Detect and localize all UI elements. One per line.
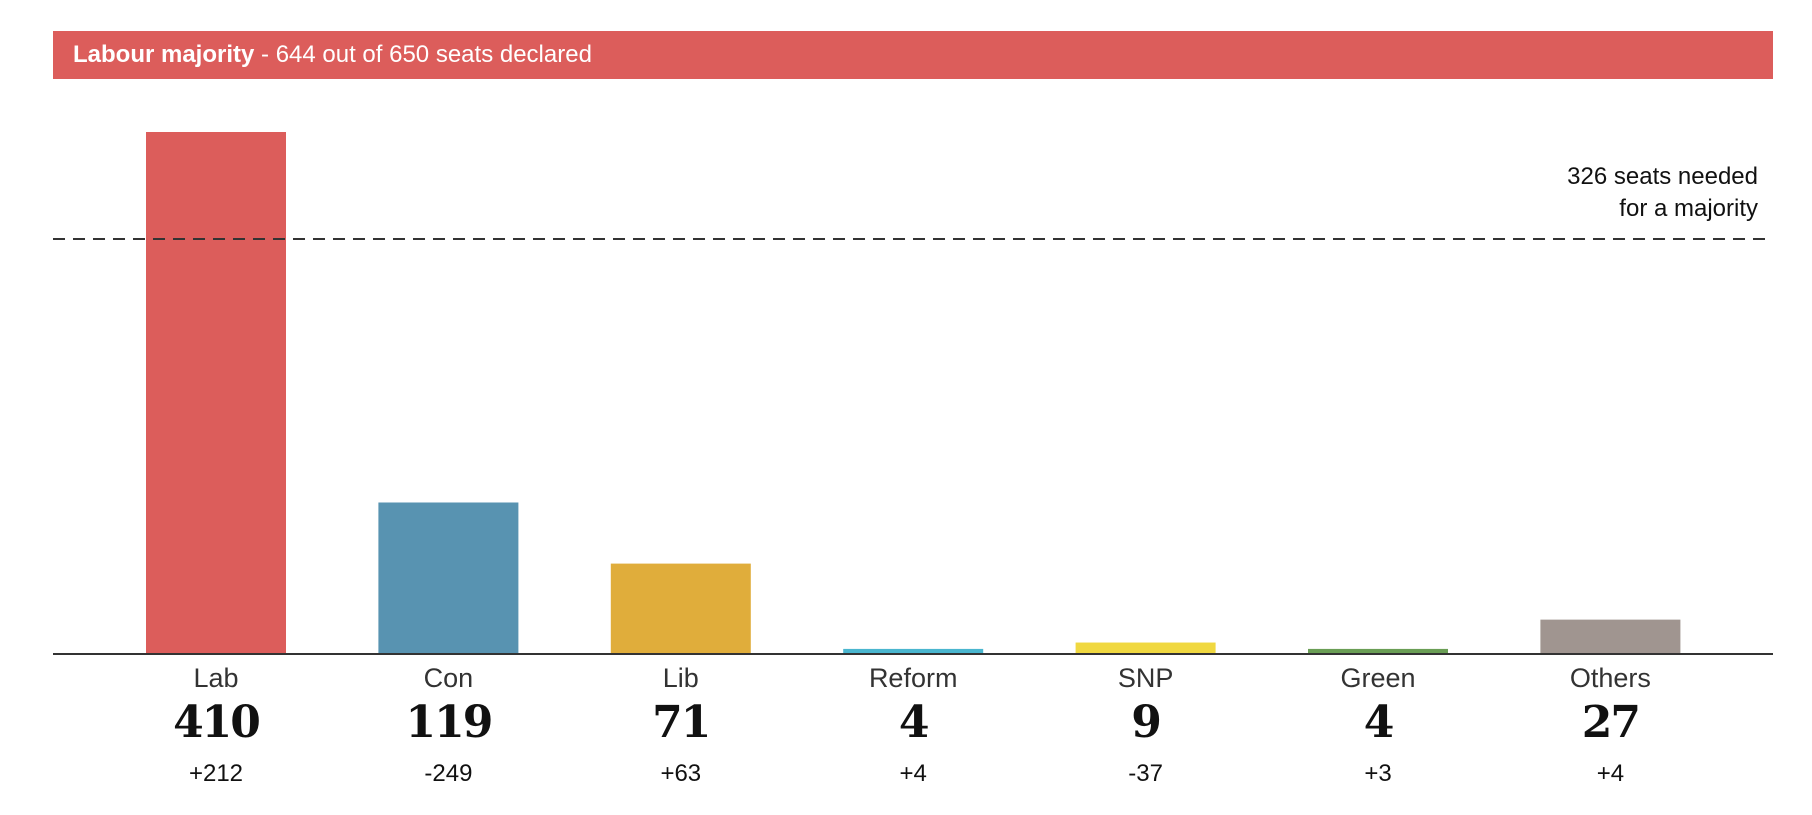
seat-change-con: -249	[424, 760, 472, 787]
seat-count-con: 119	[405, 697, 491, 748]
bar-snp	[1075, 642, 1216, 654]
majority-label-line1: 326 seats needed	[1567, 163, 1758, 190]
title-bold: Labour majority	[73, 41, 255, 68]
seat-count-lab: 410	[173, 697, 259, 748]
seat-count-snp: 9	[1131, 697, 1160, 748]
party-label-green: Green	[1340, 663, 1415, 693]
party-label-reform: Reform	[869, 663, 958, 693]
seat-count-lib: 71	[652, 697, 709, 748]
seat-count-reform: 4	[899, 697, 928, 748]
bar-reform	[843, 648, 984, 654]
bar-lib	[610, 563, 751, 654]
seat-change-lib: +63	[660, 760, 701, 787]
party-label-lab: Lab	[193, 663, 238, 693]
bar-others	[1540, 619, 1681, 654]
party-label-lib: Lib	[663, 663, 699, 693]
seat-count-green: 4	[1364, 697, 1393, 748]
party-label-con: Con	[424, 663, 474, 693]
seat-change-others: +4	[1597, 760, 1624, 787]
bar-con	[378, 502, 519, 654]
seat-change-reform: +4	[900, 760, 927, 787]
seat-change-snp: -37	[1128, 760, 1163, 787]
party-label-snp: SNP	[1118, 663, 1174, 693]
title-rest: - 644 out of 650 seats declared	[254, 41, 592, 68]
bar-lab	[146, 132, 286, 654]
majority-label-line2: for a majority	[1619, 195, 1758, 222]
party-label-others: Others	[1570, 663, 1651, 693]
chart-title-banner: Labour majority - 644 out of 650 seats d…	[53, 31, 1773, 79]
seat-change-green: +3	[1364, 760, 1391, 787]
seat-change-lab: +212	[189, 760, 243, 787]
seat-count-others: 27	[1582, 697, 1639, 748]
bar-green	[1308, 648, 1448, 654]
